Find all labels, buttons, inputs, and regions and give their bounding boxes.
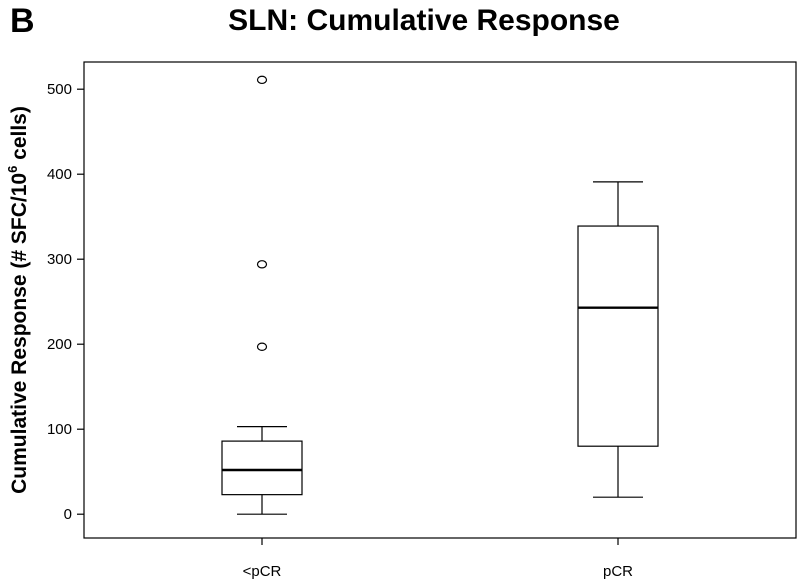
outlier-point xyxy=(256,75,268,85)
y-tick-label: 200 xyxy=(47,336,72,353)
chart-title: SLN: Cumulative Response xyxy=(228,4,620,37)
outlier-point xyxy=(256,260,268,269)
y-tick-label: 100 xyxy=(47,421,72,438)
y-axis-label: Cumulative Response (# SFC/106 cells) xyxy=(5,106,31,494)
x-tick-label: <pCR xyxy=(243,563,282,580)
y-tick-label: 300 xyxy=(47,251,72,268)
y-axis-label-superscript: 6 xyxy=(5,166,20,173)
x-axis: <pCR pCR xyxy=(243,538,633,580)
plot-frame xyxy=(83,61,797,539)
box-1 xyxy=(221,75,303,515)
box-iqr xyxy=(221,440,303,496)
panel-letter: B xyxy=(10,2,35,40)
y-axis-label-end: cells) xyxy=(8,106,31,166)
boxes-group xyxy=(221,75,659,515)
box-2 xyxy=(577,181,659,498)
y-axis: 0 100 200 300 400 500 xyxy=(47,81,84,523)
box-iqr xyxy=(577,225,659,447)
outlier-point xyxy=(256,342,268,351)
y-axis-label-main: Cumulative Response (# SFC/10 xyxy=(8,173,31,494)
y-tick-label: 500 xyxy=(47,81,72,98)
x-tick-label: pCR xyxy=(603,563,633,580)
y-tick-label: 400 xyxy=(47,166,72,183)
y-tick-label: 0 xyxy=(64,506,72,523)
